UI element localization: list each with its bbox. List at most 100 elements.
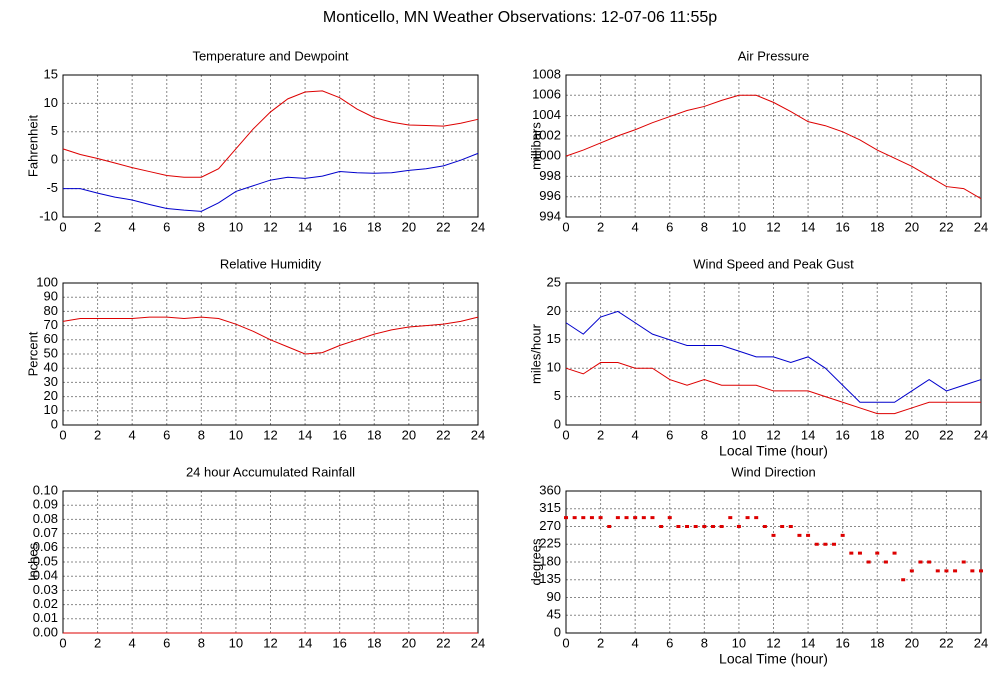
x-tick-label: 20 bbox=[905, 635, 919, 650]
data-point bbox=[719, 525, 724, 528]
x-tick-label: 16 bbox=[835, 635, 849, 650]
y-tick-label: 25 bbox=[547, 274, 561, 289]
data-point bbox=[961, 560, 966, 564]
x-tick-label: 4 bbox=[632, 219, 639, 234]
y-tick-label: 60 bbox=[44, 331, 58, 346]
data-point bbox=[650, 516, 655, 520]
x-tick-label: 22 bbox=[436, 219, 450, 234]
plot-frame bbox=[565, 74, 982, 218]
x-tick-label: 24 bbox=[471, 219, 485, 234]
y-tick-label: 45 bbox=[547, 607, 561, 622]
y-tick-label: 0.01 bbox=[33, 610, 58, 625]
x-tick-label: 14 bbox=[298, 427, 312, 442]
y-tick-label: 0.07 bbox=[33, 525, 58, 540]
x-tick-label: 14 bbox=[801, 427, 815, 442]
x-tick-label: 16 bbox=[332, 635, 346, 650]
x-tick-label: 16 bbox=[835, 427, 849, 442]
data-point bbox=[745, 516, 750, 520]
data-point bbox=[581, 516, 586, 520]
plot-frame bbox=[565, 282, 982, 426]
x-tick-label: 4 bbox=[129, 427, 136, 442]
panel-title: Wind Speed and Peak Gust bbox=[693, 256, 854, 271]
panel-title: Temperature and Dewpoint bbox=[192, 48, 348, 63]
x-tick-label: 22 bbox=[939, 427, 953, 442]
y-tick-label: 5 bbox=[51, 123, 58, 138]
x-tick-label: 2 bbox=[597, 635, 604, 650]
x-tick-label: 12 bbox=[263, 427, 277, 442]
data-point bbox=[693, 525, 698, 528]
x-tick-label: 18 bbox=[367, 219, 381, 234]
x-tick-label: 16 bbox=[835, 219, 849, 234]
x-tick-label: 4 bbox=[129, 219, 136, 234]
y-tick-label: 0.09 bbox=[33, 497, 58, 512]
x-tick-label: 10 bbox=[229, 219, 243, 234]
data-point bbox=[901, 578, 906, 582]
y-tick-label: 1004 bbox=[532, 107, 561, 122]
x-tick-label: 8 bbox=[701, 219, 708, 234]
y-tick-label: 90 bbox=[44, 289, 58, 304]
plot-frame bbox=[565, 490, 982, 634]
y-tick-label: 0 bbox=[554, 416, 561, 431]
y-tick-label: 135 bbox=[539, 571, 561, 586]
data-point bbox=[944, 569, 949, 573]
y-tick-label: 994 bbox=[539, 208, 561, 223]
x-tick-label: 6 bbox=[163, 427, 170, 442]
y-tick-label: 20 bbox=[44, 388, 58, 403]
x-tick-label: 8 bbox=[701, 427, 708, 442]
panel-title: Air Pressure bbox=[738, 48, 810, 63]
data-line bbox=[62, 316, 479, 355]
y-tick-label: 0.06 bbox=[33, 539, 58, 554]
x-tick-label: 20 bbox=[402, 427, 416, 442]
data-point bbox=[814, 542, 819, 546]
plot-frame bbox=[62, 282, 479, 426]
y-tick-label: 70 bbox=[44, 317, 58, 332]
data-point bbox=[624, 516, 629, 520]
x-tick-label: 10 bbox=[229, 427, 243, 442]
y-tick-label: 225 bbox=[539, 536, 561, 551]
data-point bbox=[918, 560, 923, 564]
y-axis-label: millibars bbox=[528, 122, 543, 170]
x-tick-label: 0 bbox=[59, 635, 66, 650]
x-tick-label: 2 bbox=[94, 427, 101, 442]
y-tick-label: 1002 bbox=[532, 127, 561, 142]
data-point bbox=[615, 516, 620, 520]
y-tick-label: 270 bbox=[539, 518, 561, 533]
x-tick-label: 0 bbox=[562, 635, 569, 650]
y-tick-label: 50 bbox=[44, 345, 58, 360]
x-tick-label: 18 bbox=[870, 427, 884, 442]
y-tick-label: 0.08 bbox=[33, 511, 58, 526]
data-point bbox=[780, 525, 785, 528]
x-tick-label: 0 bbox=[562, 427, 569, 442]
data-point bbox=[754, 516, 759, 520]
data-point bbox=[702, 525, 707, 528]
x-tick-label: 20 bbox=[905, 219, 919, 234]
y-tick-label: 0.02 bbox=[33, 596, 58, 611]
x-tick-label: 24 bbox=[974, 427, 988, 442]
data-point bbox=[788, 525, 793, 528]
x-tick-label: 16 bbox=[332, 219, 346, 234]
plot-frame bbox=[62, 74, 479, 218]
x-axis-label: Local Time (hour) bbox=[719, 651, 828, 667]
x-tick-label: 18 bbox=[870, 635, 884, 650]
y-tick-label: 30 bbox=[44, 374, 58, 389]
data-point bbox=[832, 542, 837, 546]
x-tick-label: 2 bbox=[597, 219, 604, 234]
x-tick-label: 0 bbox=[562, 219, 569, 234]
data-point bbox=[659, 525, 664, 528]
y-axis-label: Fahrenheit bbox=[25, 115, 40, 178]
x-tick-label: 6 bbox=[163, 219, 170, 234]
x-tick-label: 20 bbox=[402, 219, 416, 234]
x-tick-label: 12 bbox=[766, 219, 780, 234]
panel-title: Relative Humidity bbox=[220, 256, 322, 271]
x-tick-label: 14 bbox=[801, 635, 815, 650]
y-tick-label: 0 bbox=[51, 416, 58, 431]
y-tick-label: 5 bbox=[554, 388, 561, 403]
x-tick-label: 2 bbox=[94, 635, 101, 650]
x-tick-label: 18 bbox=[367, 427, 381, 442]
data-point bbox=[572, 516, 577, 520]
y-tick-label: 0.10 bbox=[33, 482, 58, 497]
x-tick-label: 22 bbox=[436, 427, 450, 442]
data-point bbox=[806, 533, 811, 537]
data-point bbox=[633, 516, 638, 520]
